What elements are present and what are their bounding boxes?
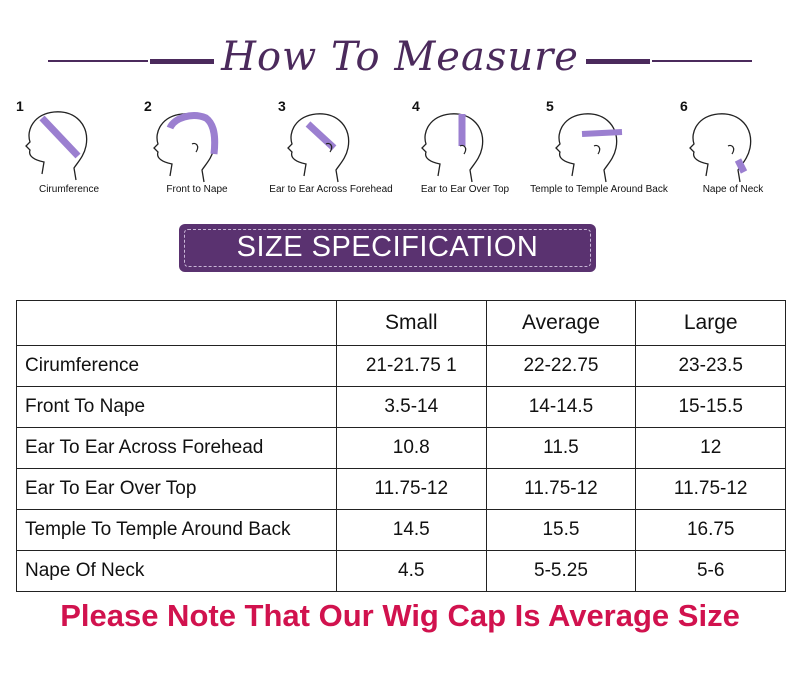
cell-average: 5-5.25	[485, 550, 637, 592]
measurement-figures: 1 Cirumference 2 Front to Nape 3 Ear to …	[0, 98, 800, 210]
banner-dashed-border	[184, 229, 591, 267]
cell-average: 15.5	[485, 509, 637, 551]
figure-ear-to-ear-forehead: 3 Ear to Ear Across Forehead	[266, 98, 396, 210]
cell-small: 21-21.75 1	[335, 345, 487, 387]
cell-average: 11.75-12	[485, 468, 637, 510]
figure-number: 1	[16, 98, 24, 114]
figure-caption: Front to Nape	[166, 184, 228, 195]
figure-caption: Temple to Temple Around Back	[530, 184, 668, 195]
figure-caption: Nape of Neck	[702, 184, 764, 195]
header-line-right	[652, 60, 752, 62]
head-nape-of-neck-icon	[689, 113, 752, 183]
head-ear-to-ear-forehead-icon	[287, 113, 350, 183]
cell-average: 14-14.5	[485, 386, 637, 428]
table-header-average: Average	[485, 300, 637, 346]
header-line-left	[48, 60, 148, 62]
figure-caption: Ear to Ear Over Top	[420, 184, 510, 195]
cell-small: 3.5-14	[335, 386, 487, 428]
size-table: Small Average Large Cirumference 21-21.7…	[16, 300, 786, 592]
header-line-right-thick	[586, 59, 650, 64]
figure-number: 4	[412, 98, 420, 114]
row-label: Temple To Temple Around Back	[16, 509, 337, 551]
cell-average: 22-22.75	[485, 345, 637, 387]
cell-large: 11.75-12	[635, 468, 786, 510]
figure-temple-to-temple: 5 Temple to Temple Around Back	[530, 98, 668, 210]
row-label: Ear To Ear Over Top	[16, 468, 337, 510]
table-row: Front To Nape 3.5-14 14-14.5 15-15.5	[16, 386, 786, 428]
figure-number: 3	[278, 98, 286, 114]
row-label: Cirumference	[16, 345, 337, 387]
figure-caption: Cirumference	[38, 184, 100, 195]
table-header-small: Small	[335, 300, 487, 346]
table-row: Ear To Ear Across Forehead 10.8 11.5 12	[16, 427, 786, 469]
banner-text: SIZE SPECIFICATION	[236, 231, 539, 263]
cell-small: 4.5	[335, 550, 487, 592]
size-specification-banner: SIZE SPECIFICATION	[179, 224, 596, 272]
cell-small: 11.75-12	[335, 468, 487, 510]
figure-number: 2	[144, 98, 152, 114]
head-circumference-icon	[25, 111, 88, 181]
figure-number: 6	[680, 98, 688, 114]
cell-small: 10.8	[335, 427, 487, 469]
figure-number: 5	[546, 98, 554, 114]
head-front-to-nape-icon	[153, 112, 219, 183]
table-header-row: Small Average Large	[16, 300, 786, 346]
figure-front-to-nape: 2 Front to Nape	[132, 98, 262, 210]
cell-large: 16.75	[635, 509, 786, 551]
figure-ear-to-ear-top: 4 Ear to Ear Over Top	[400, 98, 530, 210]
table-row: Cirumference 21-21.75 1 22-22.75 23-23.5	[16, 345, 786, 387]
table-row: Nape Of Neck 4.5 5-5.25 5-6	[16, 550, 786, 592]
cell-small: 14.5	[335, 509, 487, 551]
figure-nape-of-neck: 6 Nape of Neck	[668, 98, 798, 210]
cell-large: 15-15.5	[635, 386, 786, 428]
figure-circumference: 1 Cirumference	[4, 98, 134, 210]
header: How To Measure	[0, 30, 800, 90]
cell-large: 12	[635, 427, 786, 469]
head-ear-to-ear-top-icon	[421, 113, 484, 183]
page-title: How To Measure	[221, 34, 579, 80]
cell-average: 11.5	[485, 427, 637, 469]
table-header-cell	[16, 300, 337, 346]
cell-large: 23-23.5	[635, 345, 786, 387]
average-size-note: Please Note That Our Wig Cap Is Average …	[60, 598, 740, 633]
head-temple-to-temple-icon	[555, 113, 623, 183]
cell-large: 5-6	[635, 550, 786, 592]
header-line-left-thick	[150, 59, 214, 64]
table-row: Temple To Temple Around Back 14.5 15.5 1…	[16, 509, 786, 551]
row-label: Nape Of Neck	[16, 550, 337, 592]
table-header-large: Large	[635, 300, 786, 346]
figure-caption: Ear to Ear Across Forehead	[269, 184, 393, 195]
row-label: Ear To Ear Across Forehead	[16, 427, 337, 469]
table-row: Ear To Ear Over Top 11.75-12 11.75-12 11…	[16, 468, 786, 510]
row-label: Front To Nape	[16, 386, 337, 428]
